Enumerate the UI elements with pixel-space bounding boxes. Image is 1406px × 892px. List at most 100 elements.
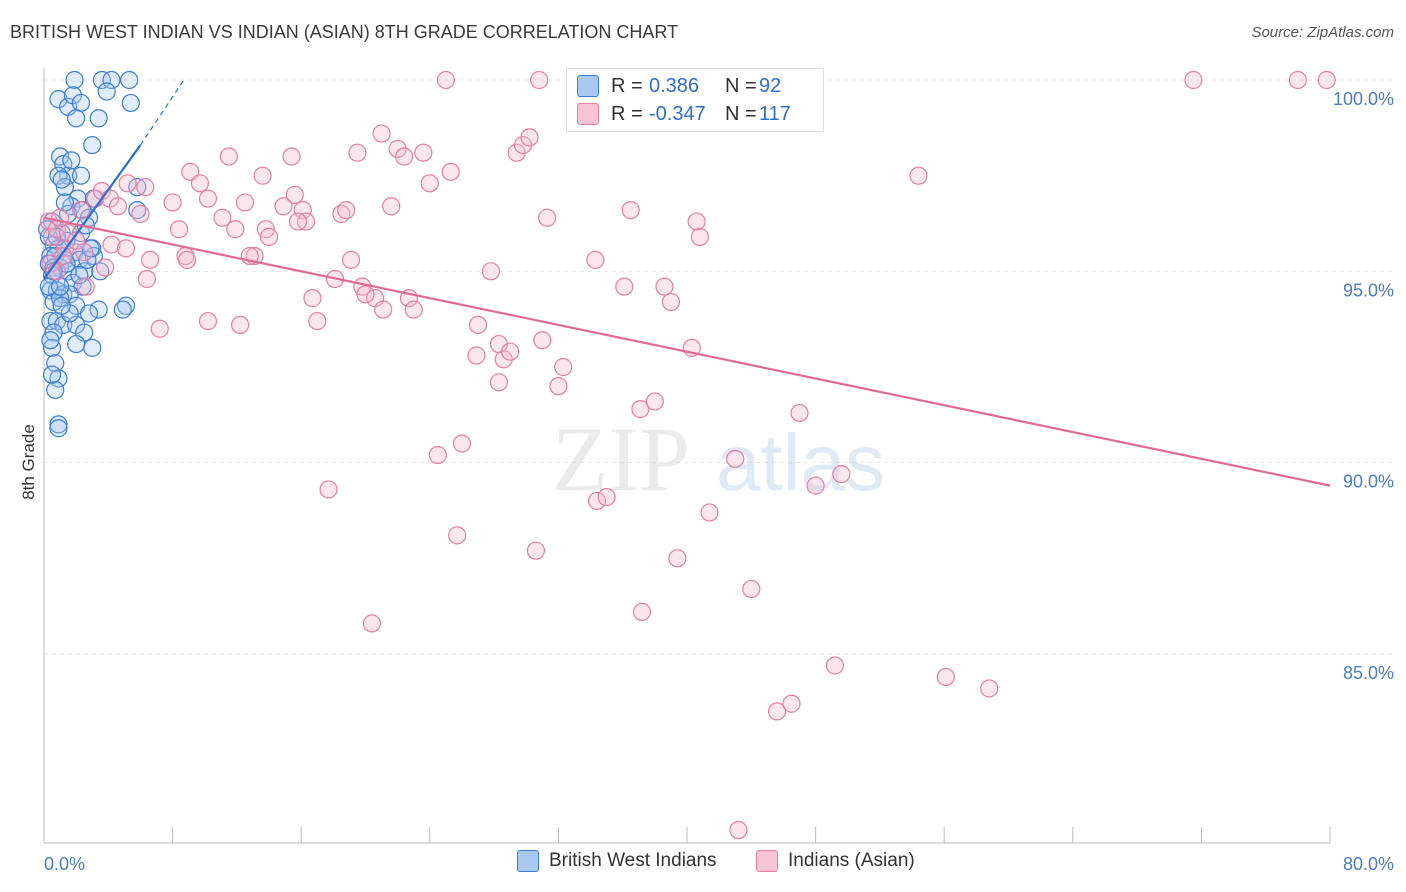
point-indians-asian: [782, 694, 801, 713]
point-indians-asian: [198, 189, 218, 208]
point-british-west-indians: [55, 193, 74, 212]
point-indians-asian: [231, 315, 250, 335]
point-indians-asian: [118, 174, 137, 193]
point-indians-asian: [549, 377, 568, 396]
point-indians-asian: [348, 143, 367, 162]
r-label: R =: [611, 102, 643, 125]
point-indians-asian: [448, 526, 467, 545]
point-indians-asian: [726, 449, 745, 468]
point-indians-asian: [163, 193, 182, 212]
point-indians-asian: [687, 212, 706, 231]
axes: [43, 68, 1331, 844]
point-indians-asian: [428, 445, 447, 465]
point-indians-asian: [489, 373, 509, 392]
point-indians-asian: [645, 392, 664, 411]
y-tick-label: 85.0%: [1343, 663, 1394, 683]
point-british-west-indians: [83, 135, 102, 155]
point-indians-asian: [293, 201, 312, 220]
point-indians-asian: [47, 262, 66, 281]
point-indians-asian: [615, 277, 634, 296]
n-value: 117: [759, 102, 791, 125]
point-british-west-indians: [89, 300, 108, 319]
point-indians-asian: [468, 315, 488, 335]
point-indians-asian: [319, 480, 338, 499]
point-indians-asian: [394, 147, 414, 166]
point-british-west-indians: [71, 166, 91, 185]
point-indians-asian: [71, 201, 91, 220]
point-indians-asian: [729, 820, 748, 840]
point-british-west-indians: [67, 109, 86, 128]
point-indians-asian: [742, 579, 761, 599]
point-british-west-indians: [52, 170, 71, 189]
legend-item-indians-asian[interactable]: Indians (Asian): [756, 850, 915, 872]
point-british-west-indians: [67, 334, 86, 354]
legend-item-british-west-indians[interactable]: British West Indians: [517, 850, 717, 872]
y-tick-label: 90.0%: [1343, 472, 1394, 492]
point-indians-asian: [467, 346, 486, 365]
r-label: R =: [611, 74, 643, 97]
point-british-west-indians: [49, 419, 68, 438]
tick-labels: 85.0% 90.0% 95.0% 100.0% 0.0% 80.0%: [44, 89, 1394, 874]
point-indians-asian: [102, 235, 121, 254]
y-axis-label: 8th Grade: [19, 424, 38, 500]
point-british-west-indians: [89, 109, 108, 128]
point-indians-asian: [95, 258, 115, 277]
point-indians-asian: [631, 399, 650, 419]
point-british-west-indians: [65, 70, 84, 90]
legend-swatch-pink: [756, 850, 778, 872]
point-british-west-indians: [49, 415, 68, 434]
point-indians-asian: [806, 476, 825, 495]
point-indians-asian: [198, 311, 218, 331]
y-tick-label: 100.0%: [1333, 89, 1394, 109]
watermark-zip: ZIP: [552, 408, 690, 510]
point-indians-asian: [372, 124, 391, 143]
point-indians-asian: [136, 178, 155, 197]
point-indians-asian: [226, 220, 245, 239]
point-indians-asian: [274, 197, 293, 216]
point-indians-asian: [530, 70, 549, 90]
watermark: ZIP atlas: [552, 408, 885, 510]
point-indians-asian: [832, 465, 851, 484]
trend-line-pink: [43, 216, 1331, 487]
point-indians-asian: [554, 357, 573, 377]
point-indians-asian: [169, 220, 189, 239]
point-indians-asian: [632, 602, 652, 622]
point-indians-asian: [1288, 70, 1307, 90]
point-british-west-indians: [50, 277, 70, 296]
point-indians-asian: [374, 300, 393, 319]
point-indians-asian: [441, 162, 460, 181]
point-indians-asian: [137, 269, 156, 289]
legend-swatch-blue: [517, 850, 539, 872]
stats-row-pink: R = -0.347 N = 117: [577, 101, 835, 127]
point-british-west-indians: [83, 338, 102, 357]
point-indians-asian: [501, 342, 520, 361]
point-indians-asian: [190, 174, 210, 193]
point-british-west-indians: [70, 266, 89, 285]
point-indians-asian: [235, 193, 255, 212]
n-value: 92: [759, 74, 782, 97]
point-indians-asian: [303, 289, 322, 308]
stats-row-blue: R = 0.386 N = 92: [577, 73, 835, 99]
r-value: -0.347: [649, 102, 706, 125]
source-label: Source: ZipAtlas.com: [1251, 24, 1394, 41]
point-indians-asian: [213, 208, 232, 227]
y-tick-label: 95.0%: [1343, 280, 1394, 300]
point-indians-asian: [767, 702, 787, 721]
point-indians-asian: [177, 250, 197, 269]
point-british-west-indians: [120, 70, 139, 90]
point-indians-asian: [414, 143, 433, 162]
point-indians-asian: [436, 70, 455, 90]
pink-swatch: [577, 103, 599, 125]
point-indians-asian: [420, 174, 439, 193]
point-indians-asian: [538, 208, 557, 227]
point-indians-asian: [587, 491, 607, 511]
point-indians-asian: [362, 614, 382, 633]
watermark-atlas: atlas: [716, 418, 885, 507]
point-british-west-indians: [46, 380, 65, 400]
point-british-west-indians: [113, 300, 132, 319]
point-indians-asian: [404, 300, 423, 319]
trend-line-blue: [43, 144, 142, 280]
point-indians-asian: [219, 147, 238, 166]
trend-line-blue-extension: [139, 79, 185, 146]
